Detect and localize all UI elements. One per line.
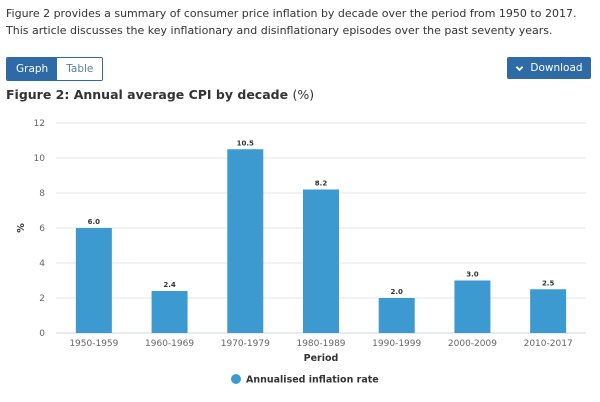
table-tab[interactable]: Table: [57, 58, 103, 80]
graph-tab[interactable]: Graph: [7, 58, 58, 80]
data-label: 8.2: [315, 180, 328, 188]
x-tick-label: 2000-2009: [448, 339, 497, 349]
x-tick-label: 1950-1959: [69, 339, 118, 349]
download-button[interactable]: Download: [507, 57, 591, 79]
x-tick-label: 1980-1989: [296, 339, 345, 349]
data-label: 2.4: [163, 281, 176, 289]
legend-label: Annualised inflation rate: [246, 375, 379, 386]
data-label: 6.0: [88, 218, 101, 226]
y-tick-label: 10: [34, 154, 46, 164]
bar-1960-1969: [151, 291, 188, 333]
y-tick-label: 2: [39, 294, 45, 304]
y-tick-label: 12: [34, 119, 45, 129]
bar-1950-1959: [75, 228, 112, 333]
bar-1980-1989: [303, 189, 339, 333]
y-tick-label: 6: [39, 224, 45, 234]
data-label: 2.5: [542, 279, 555, 287]
x-tick-label: 2010-2017: [524, 339, 573, 349]
x-axis-label: Period: [304, 353, 339, 364]
y-tick-label: 4: [39, 259, 45, 269]
data-label: 2.0: [391, 288, 404, 296]
y-tick-label: 8: [39, 189, 45, 199]
bar-chart: 0 2 4 6 8 10 12% 6.0 1950-1959 2.4 1960-1969 10.5 19…: [16, 119, 586, 386]
intro-paragraph: Figure 2 provides a summary of consumer …: [6, 7, 577, 37]
x-tick-label: 1960-1969: [145, 339, 194, 349]
data-label: 10.5: [237, 139, 254, 147]
y-tick-label: 0: [39, 329, 45, 339]
bar-1970-1979: [227, 149, 264, 333]
figure-title: Figure 2: Annual average CPI by decade (…: [6, 87, 314, 102]
chevron-down-icon: [516, 65, 524, 71]
download-label: Download: [530, 62, 583, 74]
bar-2010-2017: [530, 289, 567, 333]
bar-1990-1999: [378, 298, 415, 333]
x-tick-label: 1970-1979: [221, 339, 270, 349]
y-axis-label: %: [16, 223, 27, 233]
data-label: 3.0: [466, 271, 479, 279]
x-tick-label: 1990-1999: [372, 339, 421, 349]
legend-marker: [231, 374, 241, 384]
view-toggle: Graph Table: [6, 57, 104, 81]
bar-2000-2009: [454, 280, 491, 333]
figure-title-text: Figure 2: Annual average CPI by decade: [6, 87, 289, 102]
figure-title-unit: (%): [292, 87, 315, 102]
